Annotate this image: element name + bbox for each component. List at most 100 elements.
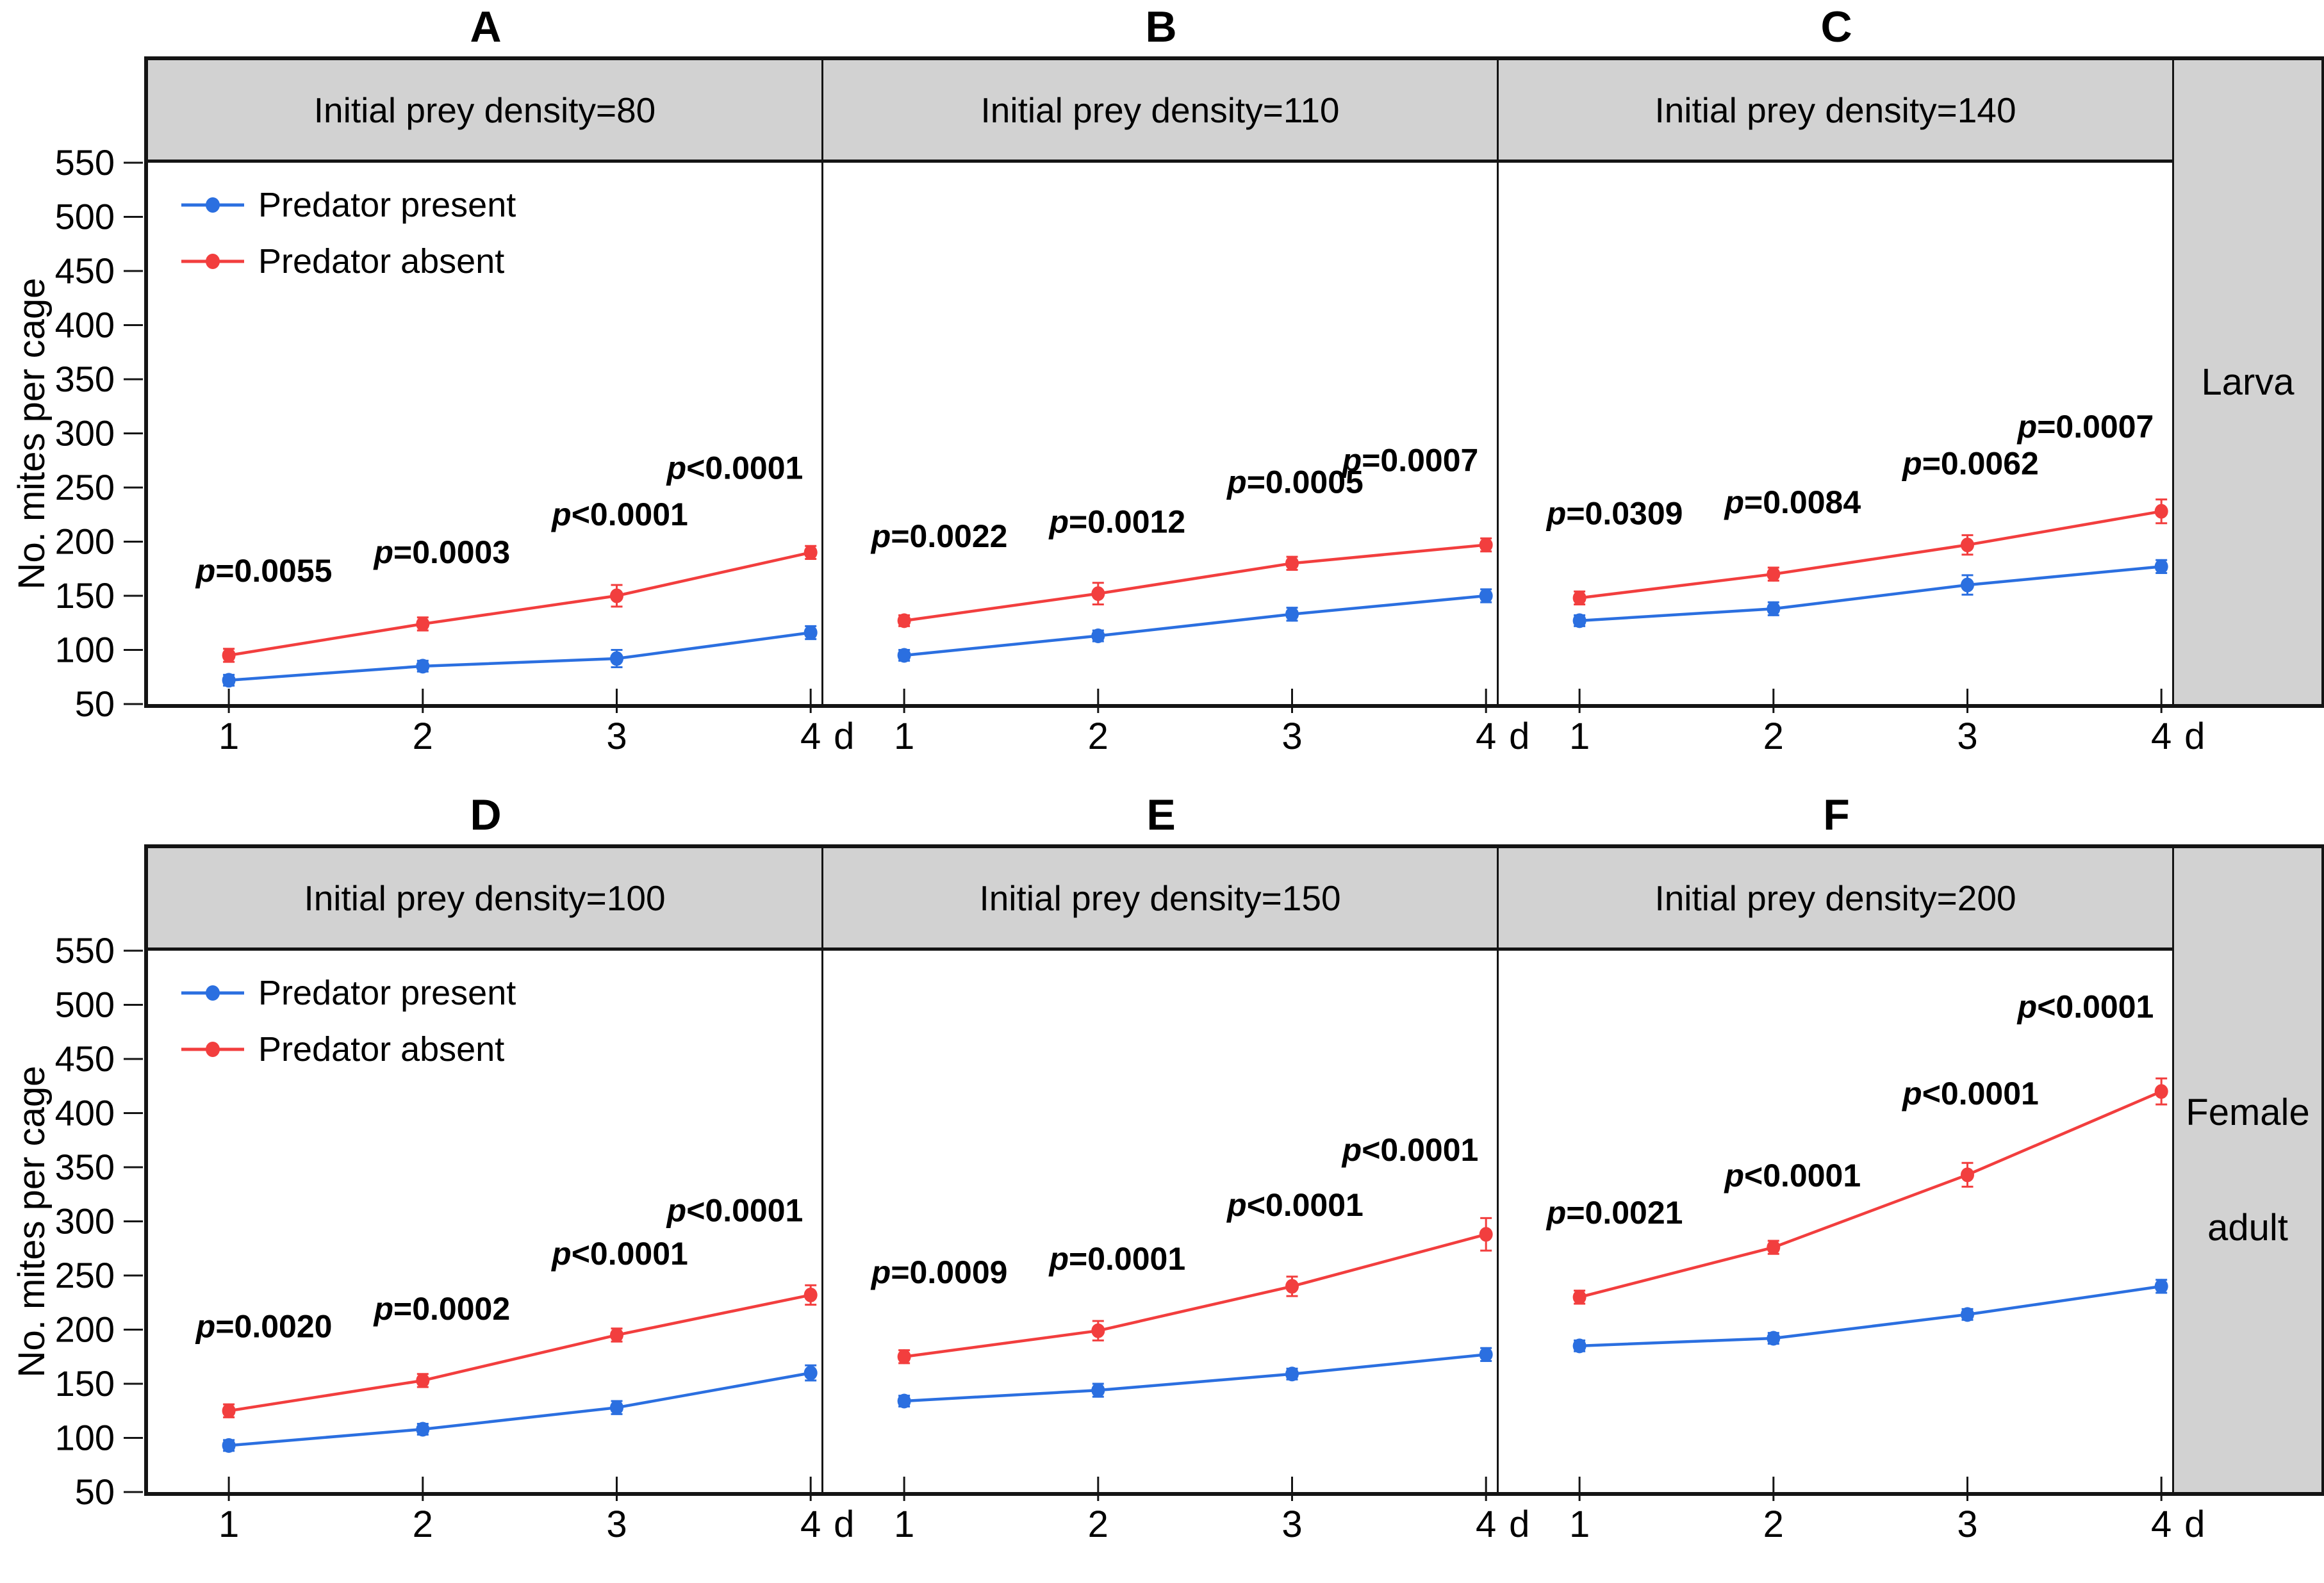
panel-a-letter: A [470,3,502,51]
panel-e-absent-point-day1 [897,1349,911,1365]
panel-d-x-tick-label-1: 1 [218,1504,239,1545]
y-axis-title-top: No. mites per cage [11,277,53,589]
panel-a-pvalue-day1: p=0.0055 [195,553,333,589]
panel-a-x-tick-label-1: 1 [218,716,239,757]
panel-c-absent-point-day3 [1960,537,1974,553]
panel-c-x-tick-label-4: 4 [2151,716,2172,757]
stage-label-line-1: Larva [2201,361,2295,403]
panel-f-absent-point-day3 [1960,1167,1974,1183]
panel-e-absent-point-day2 [1091,1323,1105,1338]
panel-b-absent-point-day1 [897,613,911,628]
panel-c-series-present [1572,559,2168,628]
legend-item-present: Predator present [181,974,516,1012]
panel-d-x-tick-label-3: 3 [606,1504,627,1545]
panel-f-present-point-day2 [1767,1331,1781,1346]
panel-f-header: Initial prey density=200 [1499,848,2174,951]
legend-item-absent: Predator absent [181,242,504,281]
legend-item-present: Predator present [181,186,516,224]
stage-label-line-1: Female [2186,1091,2310,1133]
panel-b-x-tick-label-1: 1 [894,716,914,757]
legend-present-marker [206,197,220,213]
panel-a-header-text: Initial prey density=80 [313,90,656,130]
panel-b-absent-point-day4 [1479,537,1493,553]
panel-a-legend: Predator present Predator absent [181,186,516,281]
panel-e-header-text: Initial prey density=150 [979,878,1341,918]
panel-e-absent-line [903,1233,1487,1358]
panel-f-plot: 1 2 3 4 d p=0.0021 p<0.0001 p<0.0001 p<0.0001 [1545,989,2205,1545]
row-box-1: Initial prey density=80 Initial prey dens… [55,56,2324,757]
panel-d-pvalue-day2: p=0.0002 [372,1291,510,1327]
panel-d-pvalue-day4: p<0.0001 [666,1192,804,1228]
panel-c-pvalue-day1: p=0.0309 [1545,495,1683,531]
panel-f-absent-point-day4 [2154,1084,2168,1099]
panel-e-present-point-day2 [1091,1382,1105,1398]
panel-f-pvalue-day1: p=0.0021 [1545,1195,1683,1231]
panel-e-pvalue-day4: p<0.0001 [1341,1132,1479,1168]
y-tick-label-400: 400 [55,305,115,345]
panel-b-present-point-day1 [897,648,911,663]
panel-d-absent-line [228,1293,811,1413]
panel-c-x-tick-label-1: 1 [1569,716,1590,757]
panel-f-x-unit-label: d [2184,1504,2205,1545]
panel-a-header: Initial prey density=80 [148,60,823,163]
panel-b-series-absent [897,537,1493,628]
panel-d-x-tick-label-4: 4 [800,1504,821,1545]
panel-d-header-text: Initial prey density=100 [304,878,666,918]
panel-f-x-tick-label-2: 2 [1763,1504,1784,1545]
panel-a-x-tick-label-3: 3 [606,716,627,757]
panel-c-x-unit-label: d [2184,716,2205,757]
panel-d-present-point-day4 [804,1365,818,1381]
panel-c-absent-point-day4 [2154,504,2168,519]
panel-e-x-tick-label-4: 4 [1476,1504,1496,1545]
panel-e-plot-area: 1 2 3 4 d p=0.0009 p=0.0001 p<0.0001 p<0.0001 [823,951,1530,1545]
panel-f-pvalue-day4: p<0.0001 [2016,989,2154,1025]
panel-f-present-line [1579,1284,2162,1348]
panel-a-absent-point-day2 [416,616,430,632]
panel-f-x-tick-label-4: 4 [2151,1504,2172,1545]
y-tick-label-150: 150 [55,1363,115,1404]
y-tick-label-250: 250 [55,467,115,507]
y-axis-title-bottom: No. mites per cage [11,1065,53,1377]
panel-e-pvalue-day2: p=0.0001 [1048,1241,1185,1277]
panel-f-present-point-day4 [2154,1279,2168,1294]
panel-b-present-line [903,594,1487,657]
panel-e-present-point-day1 [897,1393,911,1409]
panel-a-absent-point-day1 [222,648,236,663]
legend-present-label: Predator present [258,186,516,224]
legend-present-marker [206,985,220,1001]
panel-b-present-point-day2 [1091,628,1105,644]
y-tick-label-550: 550 [55,142,115,183]
panel-e-pvalue-day3: p<0.0001 [1226,1187,1364,1223]
panel-f-pvalue-day3: p<0.0001 [1901,1076,2039,1111]
panel-e-x-unit-label: d [1509,1504,1529,1545]
panel-e-x-tick-label-3: 3 [1281,1504,1302,1545]
panel-a-series-absent [222,545,818,663]
panel-e-plot: 1 2 3 4 d p=0.0009 p=0.0001 p<0.0001 p<0.0001 [870,1132,1530,1545]
panel-f-plot-area: 1 2 3 4 d p=0.0021 p<0.0001 p<0.0001 p<0.0001 [1499,951,2205,1545]
panel-d-letter: D [470,791,502,839]
legend-absent-marker [206,1042,220,1057]
y-tick-label-250: 250 [55,1255,115,1295]
panel-b-x-tick-label-4: 4 [1476,716,1496,757]
panel-f-present-point-day1 [1572,1338,1586,1354]
panel-d-absent-point-day3 [609,1327,623,1343]
panel-c-header-text: Initial prey density=140 [1654,90,2016,130]
y-tick-label-550: 550 [55,930,115,971]
panel-a-present-point-day3 [609,651,623,666]
panel-c-x-tick-label-3: 3 [1957,716,1977,757]
panel-a-absent-line [228,551,811,657]
panel-b-x-unit-label: d [1509,716,1529,757]
panel-a-y-axis-ticks: 550 500 450 400 350 300 250 200 150 100 50 [55,142,143,724]
panel-c-pvalue-day2: p=0.0084 [1723,484,1861,520]
y-tick-label-500: 500 [55,197,115,237]
panel-f-series-absent [1572,1077,2168,1305]
panel-e-letter: E [1146,791,1176,839]
y-tick-label-450: 450 [55,1038,115,1079]
panel-e-x-tick-label-1: 1 [894,1504,914,1545]
panel-c-present-point-day4 [2154,559,2168,574]
